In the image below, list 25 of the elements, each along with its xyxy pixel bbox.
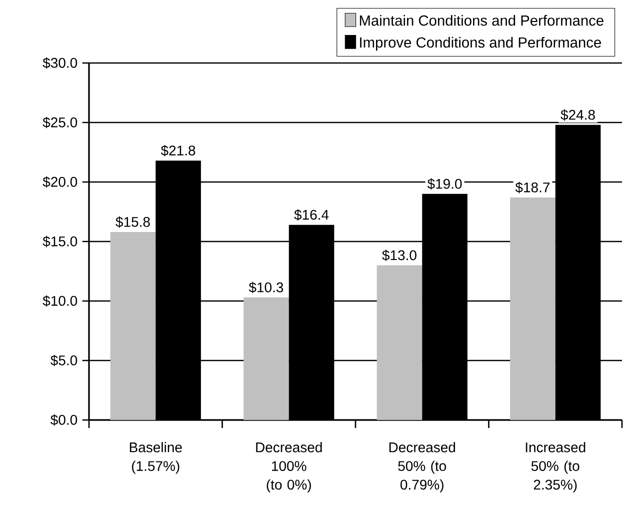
y-tick-label: $10.0 bbox=[42, 295, 78, 307]
legend-label: Improve Conditions and Performance bbox=[360, 36, 601, 51]
data-label: $21.8 bbox=[160, 144, 196, 156]
data-label: $13.0 bbox=[382, 250, 416, 262]
data-label: $24.8 bbox=[560, 109, 595, 121]
data-label: $15.8 bbox=[116, 216, 150, 228]
y-tick-label: $0.0 bbox=[50, 414, 78, 426]
y-tick-label: $5.0 bbox=[50, 354, 78, 366]
bar bbox=[376, 265, 422, 420]
bar bbox=[244, 297, 289, 420]
y-tick-label: $30.0 bbox=[42, 57, 78, 69]
bar bbox=[110, 232, 156, 420]
x-tick-label: Decreased 100% (to 0%) bbox=[256, 442, 322, 492]
y-tick-label: $15.0 bbox=[42, 236, 78, 248]
y-tick-label: $25.0 bbox=[42, 116, 78, 128]
legend-label: Maintain Conditions and Performance bbox=[360, 14, 604, 26]
data-label: $19.0 bbox=[427, 178, 462, 190]
x-tick-label: Increased 50% (to 2.35%) bbox=[526, 442, 586, 492]
data-label: $10.3 bbox=[248, 282, 284, 294]
x-tick-label: Baseline (1.57%) bbox=[130, 442, 182, 474]
data-label: $18.7 bbox=[515, 182, 550, 194]
bar bbox=[510, 197, 556, 420]
data-label: $16.4 bbox=[294, 209, 329, 221]
x-tick-label: Decreased 50% (to 0.79%) bbox=[389, 442, 456, 492]
y-tick-label: $20.0 bbox=[42, 176, 78, 188]
